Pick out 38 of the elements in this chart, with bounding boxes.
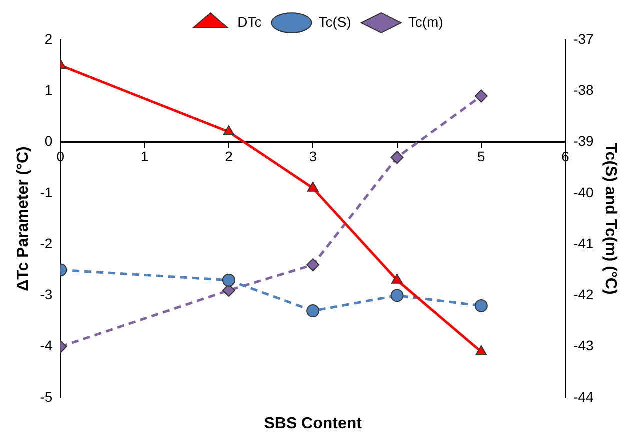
point [222,274,236,287]
point [476,345,488,356]
x-tick-label: 3 [309,148,318,165]
y2-tick-label: -38 [574,82,594,98]
legend-label: Tc(m) [408,14,444,30]
y-tick-label: 0 [44,133,53,150]
y2-tick-label: -43 [574,338,594,354]
point [474,90,488,103]
y-tick-label: -5 [40,388,53,405]
y2-axis-title: Tc(S) and Tc(m) (°C) [602,143,619,295]
x-axis-title: SBS Content [264,415,363,432]
point [474,299,488,312]
point [390,151,404,164]
x-tick-label: 2 [225,148,234,165]
y2-tick-label: -41 [574,235,594,252]
y-tick-label: -4 [40,338,53,354]
y2-tick-label: -42 [574,286,594,303]
y-axis-title: ΔTc Parameter (°C) [15,146,32,292]
point [390,289,404,302]
point [222,284,236,298]
y-tick-label: -1 [40,184,53,200]
point [392,274,403,284]
legend-label: Tc(S) [318,14,352,30]
y-tick-label: 1 [44,82,53,98]
y-tick-label: -3 [40,286,53,303]
x-tick-label: 1 [140,148,149,165]
point [306,304,320,318]
y2-tick-label: -37 [574,30,594,47]
y2-tick-label: -40 [574,184,594,200]
point [307,182,319,192]
point [223,126,235,136]
y2-tick-label: -39 [574,133,594,150]
legend-label: DTc [238,14,262,30]
y-tick-label: 2 [44,30,53,47]
y-tick-label: -2 [40,235,53,252]
y2-tick-label: -44 [574,388,594,405]
x-tick-label: 5 [478,148,486,165]
point [306,258,320,272]
